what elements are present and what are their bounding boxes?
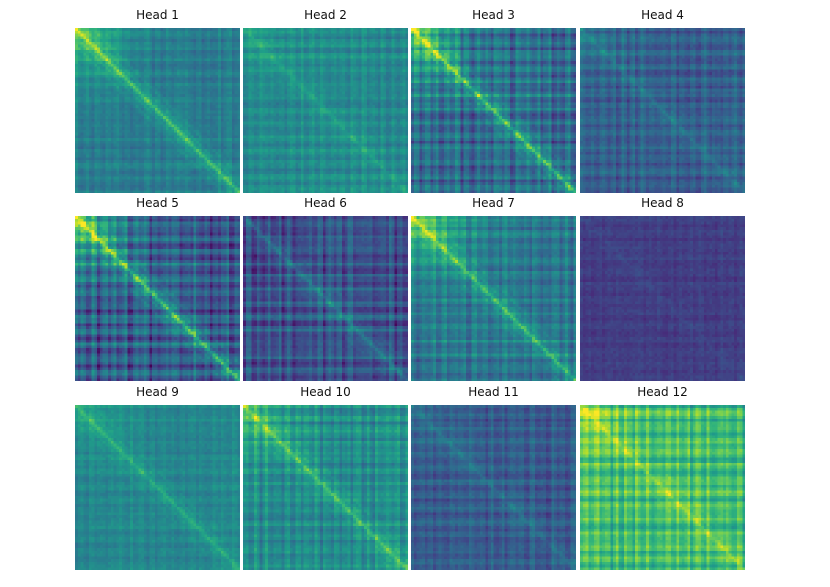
panel-title: Head 3 <box>411 8 576 22</box>
heatmap-panel: Head 9 <box>75 385 240 570</box>
panel-title: Head 11 <box>411 385 576 399</box>
heatmap-image <box>411 216 576 381</box>
heatmap-panel: Head 8 <box>580 196 745 381</box>
panel-title: Head 8 <box>580 196 745 210</box>
heatmap-image <box>580 28 745 193</box>
panel-title: Head 12 <box>580 385 745 399</box>
heatmap-panel: Head 6 <box>243 196 408 381</box>
heatmap-image <box>75 405 240 570</box>
heatmap-panel: Head 4 <box>580 8 745 193</box>
heatmap-panel: Head 5 <box>75 196 240 381</box>
panel-title: Head 1 <box>75 8 240 22</box>
heatmap-panel: Head 10 <box>243 385 408 570</box>
panel-title: Head 7 <box>411 196 576 210</box>
heatmap-image <box>75 28 240 193</box>
heatmap-panel: Head 1 <box>75 8 240 193</box>
heatmap-image <box>243 405 408 570</box>
heatmap-image <box>411 405 576 570</box>
panel-title: Head 2 <box>243 8 408 22</box>
heatmap-image <box>243 28 408 193</box>
panel-title: Head 5 <box>75 196 240 210</box>
panel-title: Head 6 <box>243 196 408 210</box>
panel-title: Head 10 <box>243 385 408 399</box>
panel-title: Head 9 <box>75 385 240 399</box>
heatmap-panel: Head 7 <box>411 196 576 381</box>
heatmap-image <box>580 405 745 570</box>
heatmap-image <box>243 216 408 381</box>
heatmap-image <box>411 28 576 193</box>
heatmap-image <box>75 216 240 381</box>
heatmap-panel: Head 12 <box>580 385 745 570</box>
panel-title: Head 4 <box>580 8 745 22</box>
heatmap-image <box>580 216 745 381</box>
heatmap-panel: Head 11 <box>411 385 576 570</box>
heatmap-panel: Head 2 <box>243 8 408 193</box>
heatmap-panel: Head 3 <box>411 8 576 193</box>
